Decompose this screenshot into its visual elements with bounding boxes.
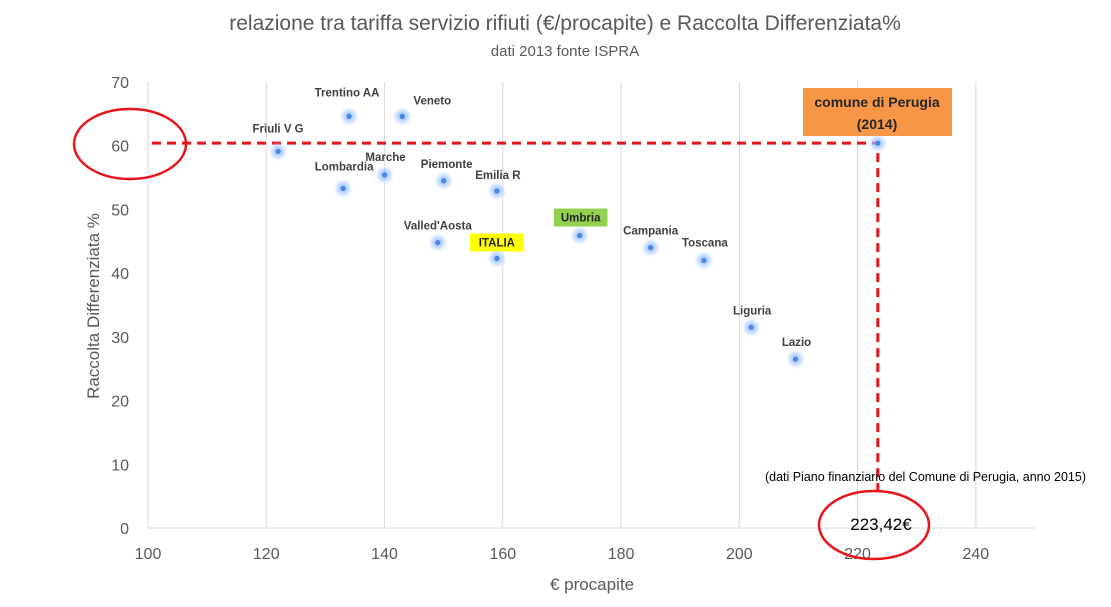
- data-point-11: [701, 257, 707, 263]
- y-tick-label-5: 50: [111, 202, 129, 219]
- x-axis-title: € procapite: [550, 575, 634, 594]
- data-point-13: [792, 356, 799, 362]
- data-point-0: [346, 113, 352, 120]
- data-points: [268, 106, 888, 370]
- x-value-label: 223,42€: [850, 515, 912, 534]
- label-highlights: [470, 208, 608, 252]
- point-label-13: Lazio: [782, 337, 811, 349]
- point-label-2: Friuli V G: [253, 123, 304, 135]
- data-point-8: [494, 255, 500, 262]
- point-label-7: Valled'Aosta: [404, 221, 473, 233]
- y-tick-label-7: 70: [111, 75, 129, 92]
- point-label-3: Marche: [365, 152, 405, 164]
- x-value-circle: [817, 489, 931, 561]
- data-point-2: [275, 148, 281, 155]
- y-tick-label-0: 0: [120, 521, 129, 538]
- guide-lines: [152, 141, 880, 495]
- y-tick-label-1: 10: [111, 457, 129, 474]
- perugia-callout-box: [803, 88, 952, 136]
- point-label-4: Lombardia: [315, 161, 374, 173]
- point-label-6: Emilia R: [475, 170, 521, 182]
- y-tick-labels: 0 10 20 30 40 50 60 70: [111, 75, 129, 538]
- point-label-11: Toscana: [682, 237, 728, 249]
- y-tick-label-2: 20: [111, 394, 129, 411]
- x-tick-label-1: 120: [253, 546, 280, 563]
- point-label-1: Veneto: [413, 95, 451, 107]
- y-value-circle: [72, 107, 188, 181]
- data-point-7: [435, 239, 441, 246]
- chart-title: relazione tra tariffa servizio rifiuti (…: [229, 12, 901, 35]
- perugia-callout-line2: (2014): [857, 116, 897, 132]
- y-tick-label-6: 60: [111, 139, 129, 156]
- x-tick-label-7: 240: [963, 546, 990, 563]
- chart-subtitle: dati 2013 fonte ISPRA: [491, 43, 639, 60]
- data-point-14: [875, 140, 881, 146]
- label-highlight-9: [553, 208, 608, 227]
- point-label-8: ITALIA: [479, 237, 515, 249]
- y-axis-title: Raccolta Differenziata %: [84, 213, 103, 399]
- point-label-5: Piemonte: [421, 159, 473, 171]
- point-label-0: Trentino AA: [315, 87, 380, 99]
- x-tick-labels: 100 120 140 160 180 200 220 240: [135, 546, 990, 563]
- data-point-6: [494, 188, 500, 194]
- label-highlight-8: [470, 233, 524, 252]
- x-tick-label-2: 140: [371, 546, 398, 563]
- data-point-10: [648, 245, 654, 251]
- source-note: (dati Piano finanziario del Comune di Pe…: [765, 470, 1086, 484]
- y-tick-label-4: 40: [111, 266, 129, 283]
- y-tick-label-3: 30: [111, 330, 129, 347]
- x-tick-label-0: 100: [135, 546, 162, 563]
- gridlines: [147, 82, 977, 528]
- data-point-1: [399, 113, 405, 120]
- data-point-3: [381, 172, 388, 178]
- data-point-5: [441, 178, 447, 184]
- x-tick-label-5: 200: [726, 546, 753, 563]
- x-tick-label-3: 160: [489, 546, 516, 563]
- data-point-12: [748, 324, 754, 330]
- perugia-callout-line1: comune di Perugia: [814, 94, 939, 110]
- data-point-4: [340, 185, 346, 192]
- point-label-12: Liguria: [733, 305, 772, 317]
- x-tick-label-4: 180: [608, 546, 635, 563]
- point-label-10: Campania: [623, 226, 679, 238]
- point-labels: Trentino AA Veneto Friuli V G MarcheLombard…: [253, 87, 812, 349]
- data-point-9: [577, 232, 583, 239]
- point-label-9: Umbria: [561, 213, 601, 225]
